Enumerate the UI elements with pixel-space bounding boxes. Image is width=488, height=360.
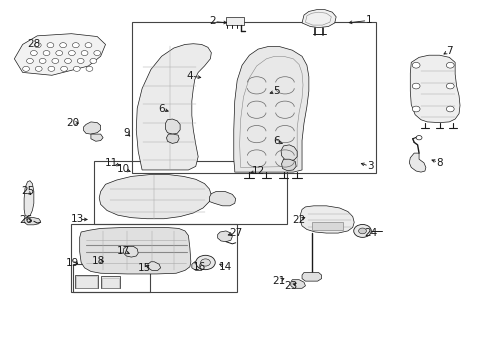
Circle shape [411, 106, 419, 112]
Circle shape [94, 50, 101, 55]
Polygon shape [123, 246, 138, 257]
Text: 27: 27 [229, 228, 242, 238]
Polygon shape [290, 280, 305, 288]
Circle shape [60, 42, 66, 48]
Circle shape [48, 66, 55, 71]
Circle shape [73, 66, 80, 71]
Text: 2: 2 [209, 17, 216, 27]
Text: 3: 3 [366, 161, 373, 171]
Polygon shape [302, 273, 321, 281]
Polygon shape [281, 159, 296, 171]
Circle shape [52, 58, 59, 63]
Bar [71, 225, 237, 292]
Bar [94, 161, 286, 224]
Text: 11: 11 [105, 158, 118, 168]
Circle shape [56, 50, 62, 55]
Polygon shape [91, 134, 103, 141]
Polygon shape [136, 44, 211, 170]
Circle shape [34, 42, 41, 48]
Bar [75, 275, 98, 288]
Text: 8: 8 [435, 158, 442, 168]
Circle shape [446, 83, 453, 89]
Polygon shape [166, 134, 179, 143]
Text: 13: 13 [71, 215, 84, 224]
Text: 6: 6 [158, 104, 164, 114]
Text: 21: 21 [271, 276, 285, 286]
Circle shape [446, 62, 453, 68]
Polygon shape [408, 153, 425, 172]
Polygon shape [80, 227, 190, 274]
Polygon shape [24, 218, 41, 225]
Circle shape [411, 83, 419, 89]
Text: 28: 28 [27, 39, 41, 49]
Bar [132, 22, 375, 173]
Text: 12: 12 [251, 166, 264, 176]
Polygon shape [148, 262, 160, 270]
Circle shape [43, 50, 50, 55]
Text: 25: 25 [21, 186, 34, 197]
Text: 19: 19 [66, 258, 80, 268]
Circle shape [22, 66, 29, 71]
Circle shape [353, 225, 370, 237]
Polygon shape [165, 119, 180, 134]
Text: 14: 14 [218, 262, 231, 272]
Text: 22: 22 [292, 215, 305, 225]
Circle shape [77, 58, 84, 63]
Text: 10: 10 [117, 164, 130, 174]
Text: 15: 15 [138, 263, 151, 273]
Text: 20: 20 [66, 118, 79, 128]
Bar [225, 17, 244, 25]
Text: 23: 23 [284, 281, 297, 291]
Circle shape [358, 228, 366, 234]
Circle shape [30, 50, 37, 55]
Text: 5: 5 [273, 86, 280, 96]
Bar [102, 278, 119, 288]
Text: 4: 4 [186, 71, 193, 81]
Circle shape [85, 42, 92, 48]
Polygon shape [217, 231, 232, 242]
Circle shape [64, 58, 71, 63]
Polygon shape [300, 206, 353, 233]
Polygon shape [24, 181, 34, 217]
Text: 16: 16 [193, 262, 206, 272]
Circle shape [446, 106, 453, 112]
Circle shape [200, 259, 210, 266]
Text: 24: 24 [364, 228, 377, 238]
Text: 26: 26 [20, 215, 33, 225]
Bar [73, 264, 150, 292]
Text: 1: 1 [365, 15, 371, 26]
Polygon shape [14, 34, 105, 75]
Circle shape [72, 42, 79, 48]
Circle shape [86, 66, 93, 71]
Bar [311, 222, 343, 230]
Circle shape [35, 66, 42, 71]
Polygon shape [191, 262, 204, 270]
Polygon shape [99, 175, 211, 219]
Circle shape [39, 58, 46, 63]
Circle shape [415, 135, 421, 140]
Polygon shape [233, 46, 308, 172]
Text: 17: 17 [117, 246, 130, 256]
Circle shape [411, 62, 419, 68]
Circle shape [68, 50, 75, 55]
Text: 18: 18 [91, 256, 104, 266]
Text: 9: 9 [123, 128, 129, 138]
Bar [101, 276, 120, 288]
Polygon shape [302, 10, 335, 28]
Circle shape [61, 66, 67, 71]
Polygon shape [409, 55, 459, 123]
Text: 6: 6 [272, 136, 279, 146]
Text: 7: 7 [445, 46, 452, 56]
Circle shape [26, 58, 33, 63]
Circle shape [195, 255, 215, 270]
Polygon shape [281, 145, 297, 161]
Circle shape [90, 58, 97, 63]
Bar [76, 276, 97, 288]
Circle shape [47, 42, 54, 48]
Polygon shape [83, 122, 101, 134]
Circle shape [81, 50, 88, 55]
Polygon shape [209, 192, 235, 206]
